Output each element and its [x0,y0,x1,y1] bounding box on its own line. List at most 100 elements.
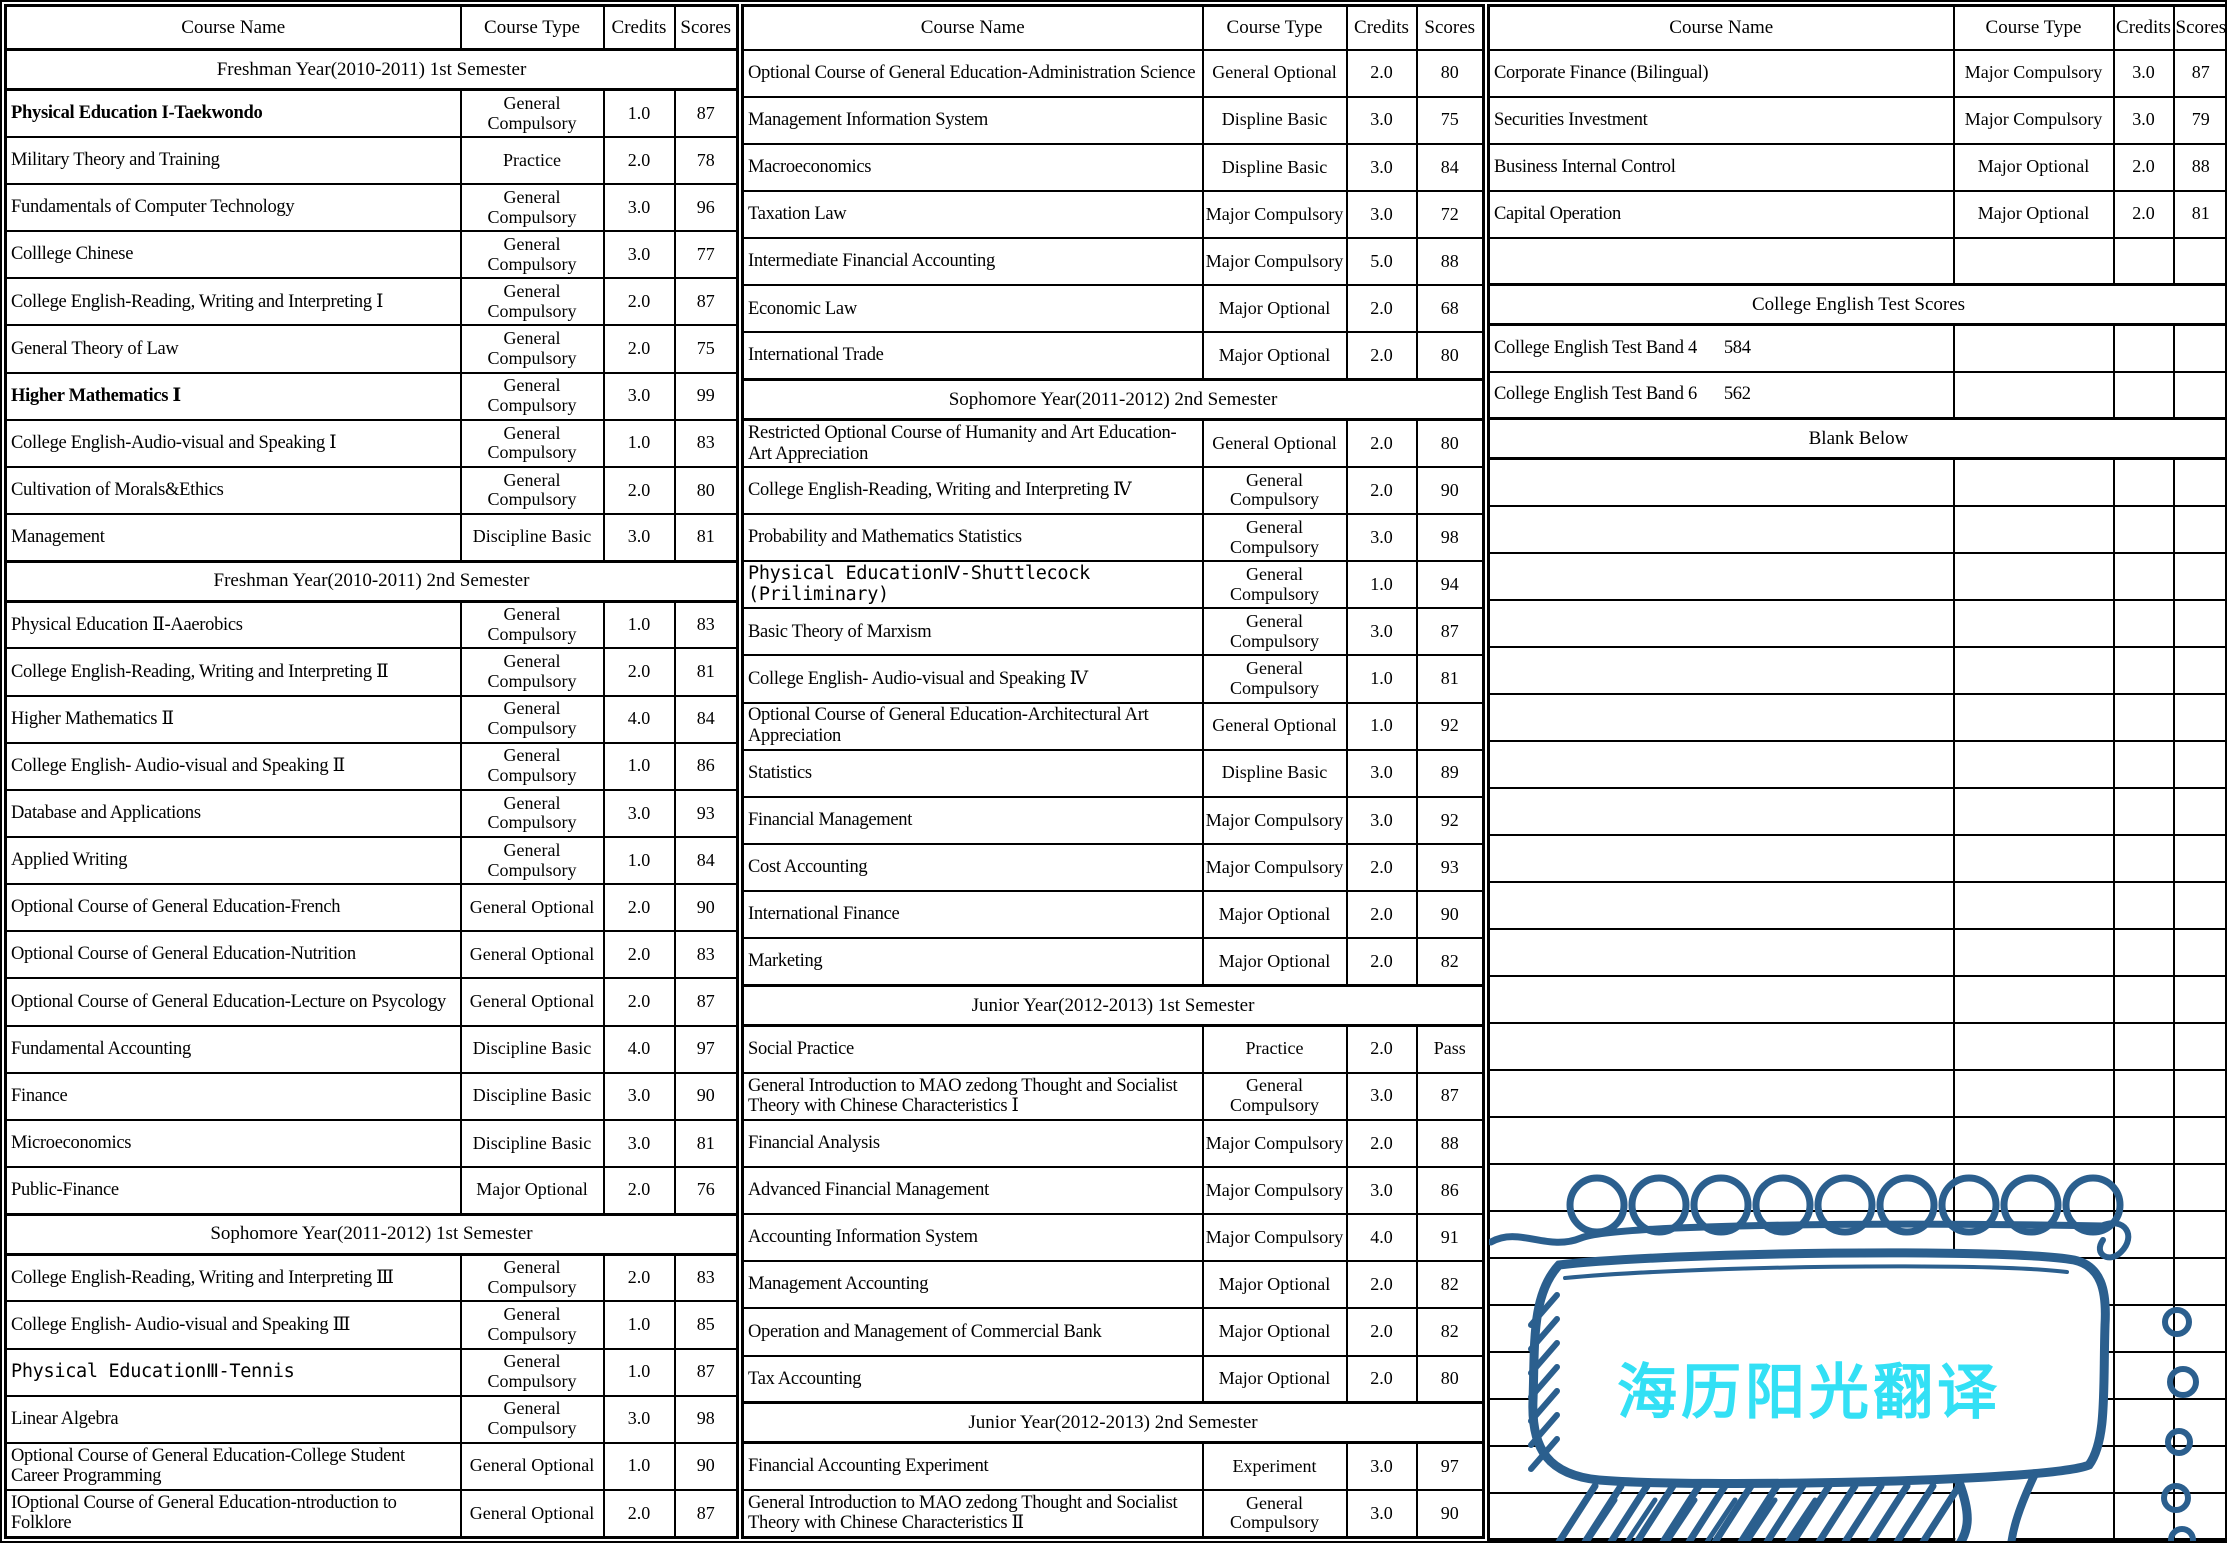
score-cell: 84 [673,835,739,886]
course-type-cell: Displine Basic [1201,95,1348,145]
score-cell: 91 [1415,1213,1485,1263]
empty-cell [2172,1397,2225,1447]
course-name-cell: Physical EducationⅢ-Tennis [4,1347,462,1397]
score-cell: 87 [673,88,739,138]
score-cell: 88 [2172,142,2225,192]
course-name-cell: Military Theory and Training [4,135,462,186]
empty-cell [1487,236,1955,286]
course-name-cell: Applied Writing [4,835,462,886]
column-header: Course Type [459,4,605,51]
course-type-cell: Major Optional [1201,1307,1348,1357]
credits-cell [2112,323,2175,373]
empty-cell [1952,974,2115,1024]
empty-cell [2172,236,2225,286]
course-type-cell: General Compulsory [1201,560,1348,610]
score-cell: 75 [1415,95,1485,145]
empty-cell [2172,1209,2225,1259]
score-cell: 86 [1415,1165,1485,1216]
score-cell: 80 [673,465,739,516]
empty-cell [2172,927,2225,977]
empty-cell [2112,927,2175,977]
score-cell: 84 [1415,142,1485,193]
course-name-cell: Financial Accounting Experiment [741,1441,1204,1491]
empty-cell [2112,833,2175,883]
course-type-cell: General Compulsory [1201,1071,1348,1121]
course-name-cell: Cultivation of Morals&Ethics [4,465,462,516]
score-cell: 96 [673,183,739,233]
credits-cell: 3.0 [1345,1441,1418,1491]
credits-cell: 3.0 [1345,190,1418,240]
empty-cell [1487,1068,1955,1118]
score-cell: 94 [1415,560,1485,610]
score-cell: 80 [1415,331,1485,381]
empty-cell [2172,598,2225,648]
empty-cell [1487,1491,1955,1541]
credits-cell: 3.0 [602,371,676,421]
course-type-cell: Major Compulsory [1952,48,2115,98]
credits-cell: 3.0 [1345,795,1418,846]
column-header: Scores [2172,4,2225,51]
empty-cell [1952,786,2115,836]
empty-cell [2172,786,2225,836]
course-name-cell: International Finance [741,890,1204,940]
credits-cell: 3.0 [1345,1165,1418,1216]
score-cell: 83 [673,1253,739,1303]
empty-cell [2112,786,2175,836]
course-name-cell: Statistics [741,748,1204,798]
course-type-cell: General Compulsory [459,1253,605,1303]
empty-cell [1952,833,2115,883]
course-type-cell: General Compulsory [459,1300,605,1350]
empty-cell [1487,1444,1955,1494]
credits-cell: 1.0 [602,418,676,468]
score-cell: 78 [673,135,739,186]
score-cell: 97 [673,1024,739,1074]
credits-cell [2112,370,2175,420]
empty-cell [1952,1303,2115,1353]
course-type-cell: General Compulsory [459,741,605,791]
score-cell: 87 [2172,48,2225,98]
course-type-cell: General Compulsory [459,371,605,421]
credits-cell: 4.0 [1345,1213,1418,1263]
empty-cell [2172,692,2225,742]
credits-cell: 1.0 [1345,560,1418,610]
course-name-cell: Business Internal Control [1487,142,1955,192]
empty-cell [2112,1209,2175,1259]
empty-cell [2112,1491,2175,1541]
course-type-cell: General Compulsory [459,88,605,138]
empty-cell [1952,1444,2115,1494]
empty-cell [2172,1444,2225,1494]
score-cell: 85 [673,1300,739,1350]
credits-cell: 1.0 [602,1300,676,1350]
credits-cell: 5.0 [1345,237,1418,287]
course-type-cell: Major Compulsory [1201,843,1348,893]
credits-cell: 3.0 [1345,1488,1418,1539]
credits-cell: 3.0 [1345,513,1418,563]
empty-cell [2112,645,2175,695]
credits-cell: 3.0 [602,513,676,563]
empty-cell [2112,1256,2175,1306]
course-type-cell: Major Optional [1201,937,1348,987]
course-type-cell: General Compulsory [459,835,605,886]
empty-cell [1487,880,1955,930]
course-type-cell: General Optional [1201,701,1348,751]
course-name-cell: Optional Course of General Education-Fre… [4,883,462,933]
score-cell: 87 [1415,1071,1485,1121]
course-type-cell: General Compulsory [459,183,605,233]
score-cell [2172,370,2225,420]
course-name-cell: Optional Course of General Education-Arc… [741,701,1204,751]
course-type-cell: Displine Basic [1201,142,1348,193]
score-cell: 87 [673,977,739,1027]
score-cell: 90 [673,883,739,933]
course-name-cell: Management Accounting [741,1260,1204,1310]
empty-cell [1487,974,1955,1024]
course-type-cell: General Compulsory [1201,607,1348,657]
empty-cell [1952,236,2115,286]
score-cell: 68 [1415,284,1485,334]
empty-cell [1487,692,1955,742]
credits-cell: 2.0 [1345,843,1418,893]
score-cell: 97 [1415,1441,1485,1491]
course-name-cell: Operation and Management of Commercial B… [741,1307,1204,1357]
credits-cell: 1.0 [602,600,676,650]
course-type-cell: General Optional [459,930,605,980]
